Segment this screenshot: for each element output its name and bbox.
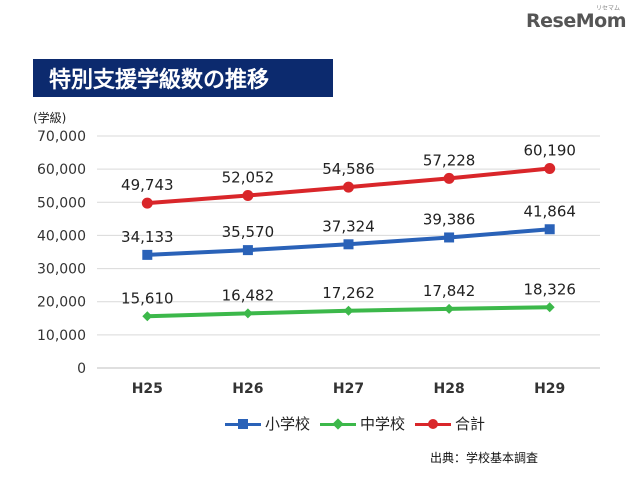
legend-swatch: [415, 417, 452, 431]
data-label: 49,743: [121, 176, 174, 194]
data-point: [242, 308, 253, 319]
data-point: [242, 189, 254, 201]
x-tick-label: H26: [232, 381, 263, 397]
data-label: 60,190: [523, 142, 576, 160]
data-label: 17,262: [322, 284, 375, 302]
logo-subtext: リセマム: [595, 5, 620, 12]
data-point: [343, 181, 354, 193]
data-label: 57,228: [423, 151, 476, 169]
data-point: [544, 302, 555, 313]
legend-item: 中学校: [320, 413, 405, 434]
legend-swatch: [320, 417, 357, 431]
data-point: [443, 172, 455, 184]
chart-title: 特別支援学級数の推移: [49, 68, 270, 93]
y-tick-label: 10,000: [37, 328, 86, 344]
data-label: 16,482: [222, 286, 275, 304]
data-point: [343, 305, 354, 316]
data-point: [142, 249, 153, 260]
y-tick-label: 50,000: [37, 195, 86, 211]
data-point: [544, 163, 556, 175]
legend-label: 合計: [455, 415, 486, 433]
data-point: [343, 239, 354, 250]
y-tick-label: 60,000: [37, 162, 86, 178]
source-note: 出典：学校基本調査: [430, 451, 539, 465]
y-tick-label: 20,000: [37, 295, 86, 311]
data-point: [444, 303, 455, 314]
y-tick-label: 70,000: [37, 129, 86, 145]
chart-legend: 小学校 中学校 合計: [225, 413, 485, 434]
legend-item: 合計: [415, 413, 485, 434]
legend-swatch: [225, 417, 261, 431]
x-tick-label: H28: [433, 381, 464, 397]
data-point: [242, 245, 253, 256]
data-label: 41,864: [523, 202, 576, 220]
data-label: 15,610: [121, 289, 174, 307]
data-label: 52,052: [222, 168, 275, 186]
data-label: 17,842: [423, 282, 476, 300]
legend-label: 小学校: [265, 415, 311, 433]
data-label: 34,133: [121, 228, 174, 246]
data-label: 18,326: [523, 280, 576, 298]
x-tick-label: H27: [333, 381, 364, 397]
y-tick-label: 0: [77, 361, 86, 377]
x-tick-label: H29: [534, 381, 565, 397]
y-axis-unit: (学級): [33, 111, 67, 125]
data-label: 39,386: [423, 210, 476, 228]
chart-title-banner: 特別支援学級数の推移: [33, 59, 333, 97]
data-point: [141, 197, 153, 209]
legend-item: 小学校: [225, 413, 310, 434]
x-tick-label: H25: [132, 381, 163, 397]
y-tick-label: 30,000: [37, 262, 86, 278]
resemom-logo: ReseMom: [526, 10, 626, 32]
data-label: 35,570: [222, 223, 275, 241]
data-label: 37,324: [322, 217, 375, 235]
data-point: [544, 224, 555, 235]
data-point: [444, 232, 455, 243]
y-tick-label: 40,000: [37, 228, 86, 244]
data-label: 54,586: [322, 160, 375, 178]
legend-label: 中学校: [360, 415, 406, 433]
data-point: [142, 311, 153, 322]
